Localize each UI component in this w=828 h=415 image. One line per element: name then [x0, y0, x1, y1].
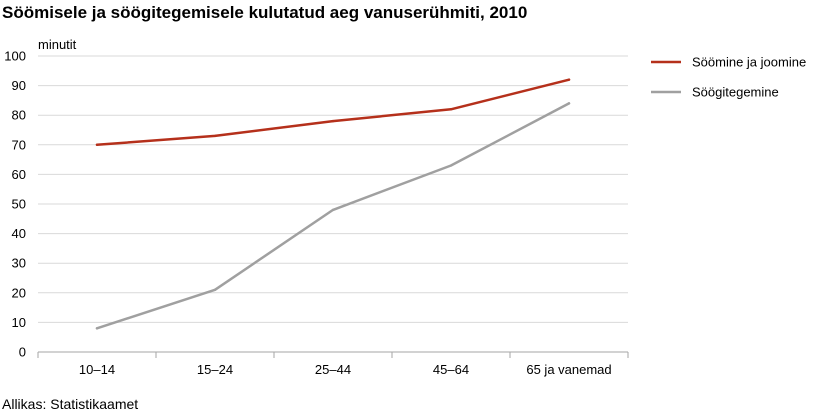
y-tick-label: 30: [12, 256, 26, 271]
data-point: [449, 108, 453, 111]
series-line-1: [95, 78, 571, 147]
y-tick-label: 0: [19, 345, 26, 360]
data-point: [213, 288, 217, 292]
data-point: [331, 208, 335, 212]
data-point: [567, 78, 571, 81]
data-point: [331, 119, 335, 123]
data-point: [213, 134, 217, 138]
data-point: [95, 327, 99, 330]
series-lines: [95, 78, 571, 330]
y-tick-label: 70: [12, 137, 26, 152]
x-axis: 10–14 15–24 25–44 45–64 65 ja vanemad: [37, 351, 629, 377]
x-tick-label: 10–14: [79, 362, 115, 377]
y-tick-label: 10: [12, 315, 26, 330]
y-tick-label: 40: [12, 226, 26, 241]
gridlines: [38, 55, 628, 323]
data-point: [95, 143, 99, 146]
y-tick-label: 80: [12, 108, 26, 123]
chart-title: Söömisele ja söögitegemisele kulutatud a…: [2, 3, 528, 22]
y-axis-ticks: 0 10 20 30 40 50 60 70 80 90 100: [4, 49, 26, 360]
x-tick-label: 15–24: [197, 362, 233, 377]
y-tick-label: 50: [12, 197, 26, 212]
y-tick-label: 20: [12, 285, 26, 300]
y-tick-label: 60: [12, 167, 26, 182]
y-axis-unit-label: minutit: [38, 37, 77, 52]
x-tick-label: 45–64: [433, 362, 469, 377]
data-point: [449, 164, 453, 167]
series-line-2: [95, 102, 571, 330]
data-point: [567, 102, 571, 105]
y-tick-label: 100: [4, 49, 26, 64]
x-tick-label: 65 ja vanemad: [526, 362, 611, 377]
legend-label: Söögitegemine: [692, 85, 779, 100]
y-tick-label: 90: [12, 78, 26, 93]
x-tick-label: 25–44: [315, 362, 351, 377]
legend-label: Söömine ja joomine: [692, 55, 806, 70]
source-note: Allikas: Statistikaamet: [2, 396, 139, 412]
legend: Söömine ja joomine Söögitegemine: [651, 55, 806, 100]
